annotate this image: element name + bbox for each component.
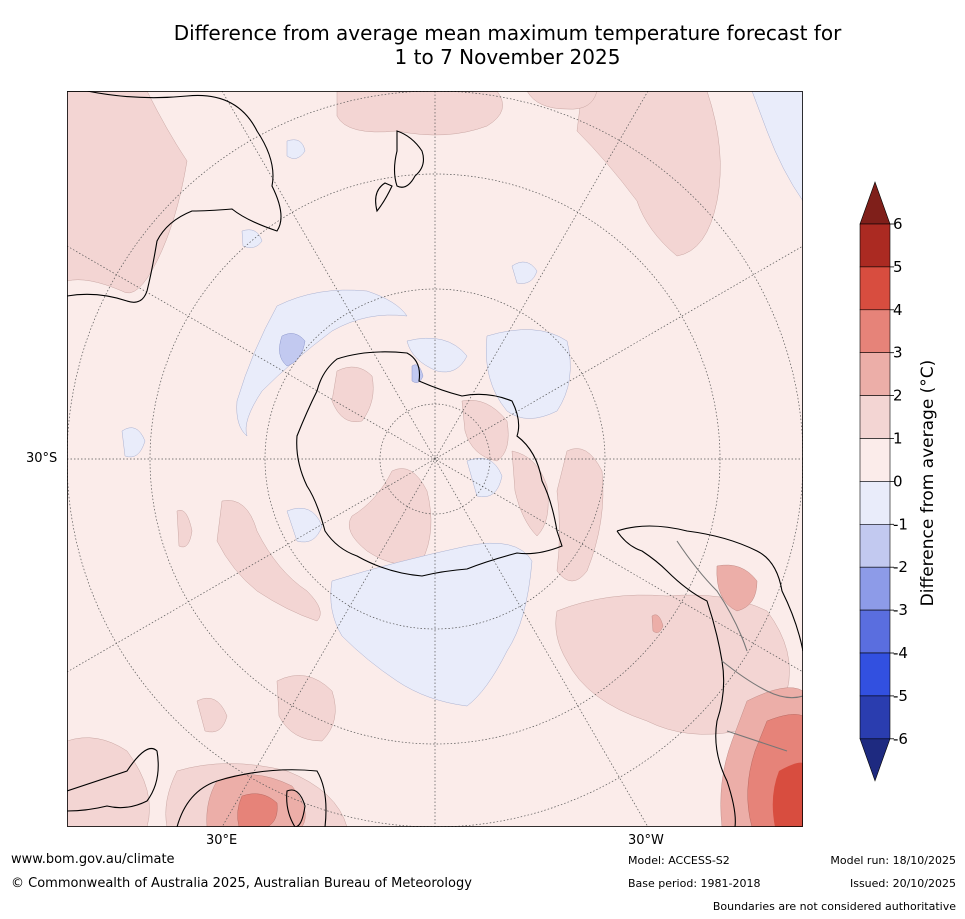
coastlines [67, 91, 803, 827]
longitude-label-30w: 30°W [628, 833, 664, 848]
colorbar-tick-label: -4 [893, 644, 908, 662]
south-america-borders [676, 540, 803, 752]
map-title: Difference from average mean maximum tem… [60, 21, 955, 69]
boundaries-disclaimer: Boundaries are not considered authoritat… [712, 900, 956, 913]
colorbar-tick-label: 5 [893, 258, 903, 276]
colorbar-tick-label: -6 [893, 730, 908, 748]
longitude-label-30e: 30°E [206, 833, 238, 848]
colorbar-tick-label: 0 [893, 472, 903, 490]
issued-date: Issued: 20/10/2025 [849, 877, 956, 890]
bom-url-link[interactable]: www.bom.gov.au/climate [11, 852, 175, 867]
colorbar-extend-top [859, 181, 891, 225]
africa-coastline [67, 747, 327, 827]
graticule [67, 91, 803, 827]
extreme-warm-anomaly-region [772, 762, 803, 827]
colorbar-segment-m3 [859, 566, 891, 611]
title-line-1: Difference from average mean maximum tem… [173, 21, 842, 45]
latitude-label-30s: 30°S [26, 451, 58, 466]
temperature-anomaly-map [67, 91, 803, 827]
colorbar-segment-p2 [859, 395, 891, 439]
colorbar-title: Difference from average (°C) [918, 359, 938, 607]
model-run-date: Model run: 18/10/2025 [830, 854, 956, 867]
colorbar-tick-label: -3 [893, 601, 908, 619]
colorbar-segment-m4 [859, 609, 891, 654]
colorbar-segment-p5 [859, 266, 891, 311]
antarctica-coastline [296, 351, 563, 577]
colorbar-segment-m2 [859, 523, 891, 568]
colorbar-extend-bottom [859, 738, 891, 782]
colorbar-tick-labels: 6 5 4 3 2 1 0 -1 -2 -3 -4 -5 -6 [890, 215, 908, 748]
colorbar-tick-label: -1 [893, 515, 908, 533]
colorbar-segments [859, 181, 891, 782]
madagascar-coastline [286, 789, 306, 827]
title-line-2: 1 to 7 November 2025 [394, 45, 621, 69]
colorbar-segment-p4 [859, 309, 891, 354]
colorbar-tick-label: 2 [893, 387, 903, 405]
colorbar-tick-label: 1 [893, 430, 903, 448]
colorbar-segment-p3 [859, 352, 891, 396]
copyright-text: © Commonwealth of Australia 2025, Austra… [11, 876, 472, 891]
model-info: Model: ACCESS-S2 [628, 854, 730, 867]
colorbar-segment-p1 [859, 438, 891, 482]
colorbar-tick-label: -2 [893, 558, 908, 576]
australia-coastline [67, 91, 282, 303]
colorbar-segment-p6 [859, 223, 891, 268]
colorbar-segment-m6 [859, 695, 891, 740]
colorbar: 6 5 4 3 2 1 0 -1 -2 -3 -4 -5 -6 [859, 181, 908, 782]
map-frame [67, 91, 803, 827]
colorbar-tick-label: 3 [893, 344, 903, 362]
south-america-coastline [616, 525, 803, 827]
colorbar-tick-label: 4 [893, 301, 903, 319]
moderate-cool-anomaly-regions [279, 333, 424, 383]
cool-anomaly-regions [121, 91, 803, 707]
new-zealand-coastline [375, 130, 424, 213]
colorbar-segment-m5 [859, 652, 891, 697]
base-period-info: Base period: 1981-2018 [628, 877, 761, 890]
colorbar-segment-m1 [859, 481, 891, 525]
colorbar-tick-label: -5 [893, 687, 908, 705]
colorbar-tick-label: 6 [893, 215, 903, 233]
